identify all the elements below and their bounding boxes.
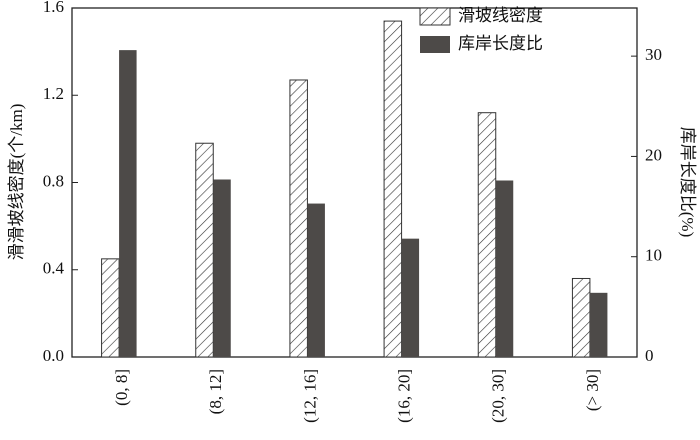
bar bbox=[289, 79, 308, 358]
x-tick-label: (12, 16] bbox=[300, 369, 319, 423]
legend-label: 库岸长度比 bbox=[458, 34, 543, 53]
x-tick-label: (> 30] bbox=[583, 369, 602, 411]
bar bbox=[495, 180, 514, 357]
y2-tick-label: 10 bbox=[645, 246, 662, 265]
y2-tick-label: 20 bbox=[645, 145, 662, 164]
plot-frame bbox=[71, 7, 638, 358]
bar bbox=[119, 50, 137, 357]
y-tick-label: 1.6 bbox=[43, 0, 64, 16]
bar bbox=[401, 238, 420, 357]
y2-tick-label: 0 bbox=[645, 346, 654, 365]
y-axis-title: 滑滑坡线密度(个/km) bbox=[7, 104, 26, 261]
bar bbox=[213, 179, 231, 357]
x-tick-label: (8, 12] bbox=[206, 369, 225, 414]
bar bbox=[571, 277, 591, 358]
legend-label: 滑坡线密度 bbox=[458, 6, 543, 25]
x-tick-label: (20, 30] bbox=[489, 369, 508, 423]
bar bbox=[195, 142, 214, 358]
bar bbox=[589, 292, 608, 357]
y-tick-label: 1.2 bbox=[43, 84, 64, 103]
x-tick-label: (16, 20] bbox=[394, 369, 413, 423]
y2-tick-label: 30 bbox=[645, 45, 662, 64]
y-tick-label: 0.0 bbox=[43, 346, 64, 365]
bar bbox=[477, 112, 497, 358]
x-tick-label: (0, 8] bbox=[112, 369, 131, 406]
bar bbox=[101, 258, 120, 358]
y-tick-label: 0.4 bbox=[43, 259, 65, 278]
y2-axis-title: 库岸长度比(%) bbox=[678, 127, 697, 237]
y-tick-label: 0.8 bbox=[43, 171, 64, 190]
bar bbox=[383, 20, 403, 358]
bar bbox=[307, 203, 325, 357]
legend-swatch bbox=[419, 7, 451, 26]
legend-swatch bbox=[420, 36, 450, 53]
